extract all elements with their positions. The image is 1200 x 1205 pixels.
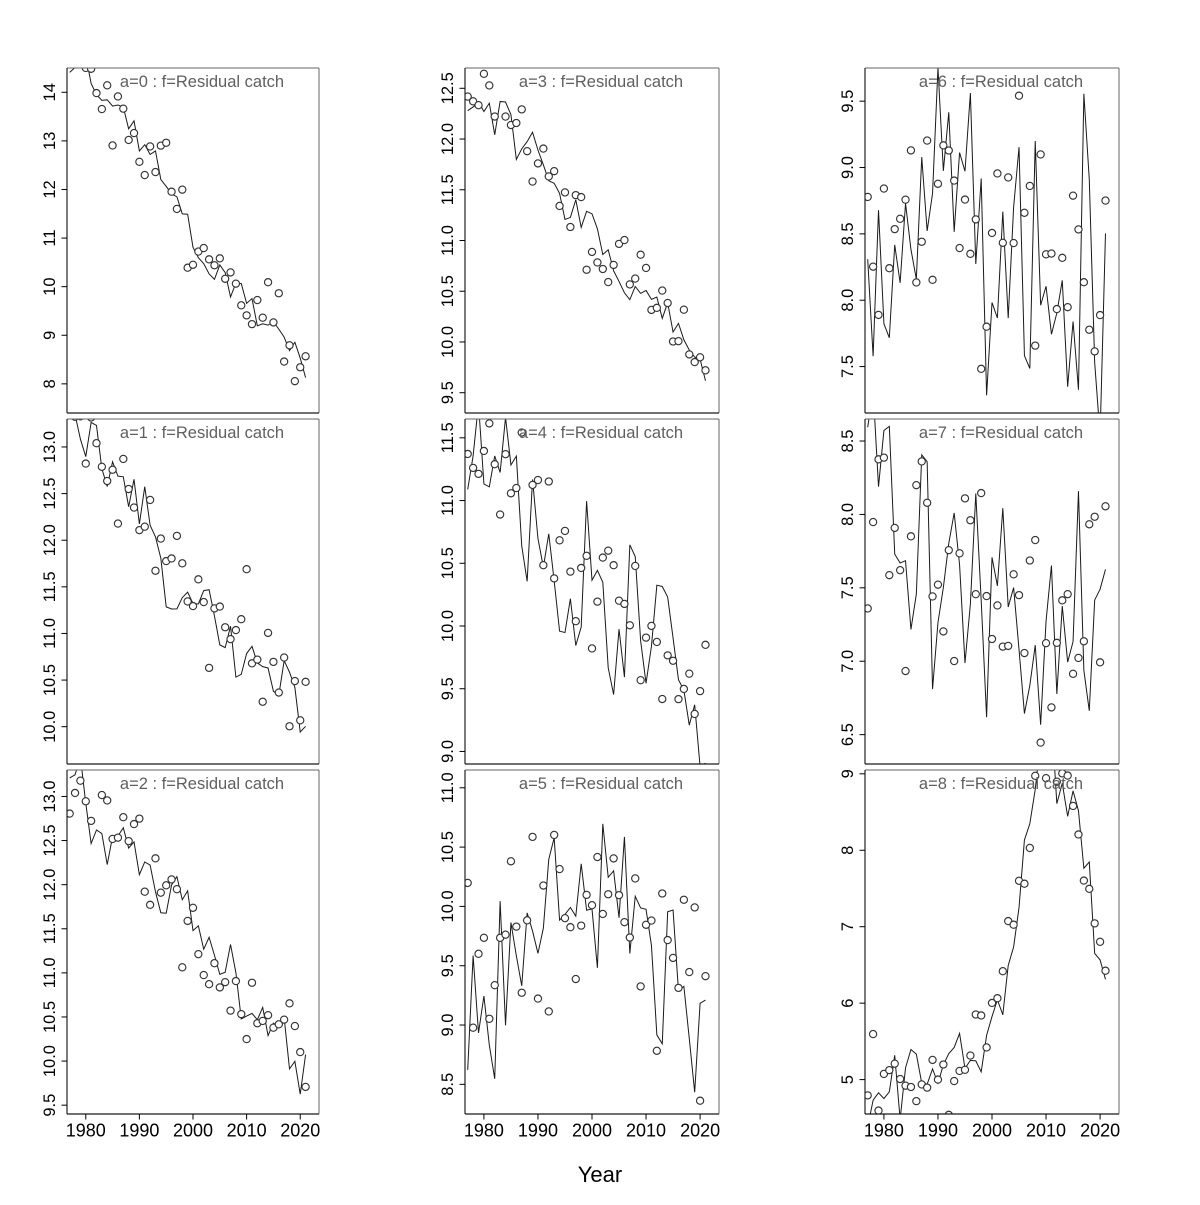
svg-text:7.5: 7.5: [839, 576, 857, 599]
svg-text:10.0: 10.0: [439, 610, 457, 642]
svg-text:a=7 : f=Residual catch: a=7 : f=Residual catch: [919, 424, 1083, 442]
svg-text:a=4 : f=Residual catch: a=4 : f=Residual catch: [519, 424, 683, 442]
svg-text:7: 7: [839, 922, 857, 931]
svg-text:13.0: 13.0: [41, 431, 59, 463]
svg-text:8: 8: [41, 379, 59, 388]
svg-text:10: 10: [41, 277, 59, 295]
svg-text:a=3 : f=Residual catch: a=3 : f=Residual catch: [519, 73, 683, 91]
svg-text:2010: 2010: [626, 1121, 666, 1141]
svg-text:2010: 2010: [1026, 1121, 1066, 1141]
svg-text:10.0: 10.0: [41, 1045, 59, 1077]
svg-text:7.5: 7.5: [839, 355, 857, 378]
svg-text:10.5: 10.5: [439, 275, 457, 307]
svg-text:2000: 2000: [972, 1121, 1012, 1141]
svg-text:6.5: 6.5: [839, 723, 857, 746]
svg-text:a=6 : f=Residual catch: a=6 : f=Residual catch: [919, 73, 1083, 91]
svg-text:9.5: 9.5: [439, 381, 457, 404]
svg-text:8.5: 8.5: [439, 1073, 457, 1096]
svg-text:10.5: 10.5: [41, 1001, 59, 1033]
svg-text:a=5 : f=Residual catch: a=5 : f=Residual catch: [519, 775, 683, 793]
svg-text:9: 9: [41, 331, 59, 340]
svg-text:6: 6: [839, 999, 857, 1008]
svg-text:10.5: 10.5: [439, 547, 457, 579]
svg-text:2020: 2020: [280, 1121, 320, 1141]
svg-text:10.0: 10.0: [439, 890, 457, 922]
svg-text:9.0: 9.0: [439, 1014, 457, 1037]
svg-text:11.0: 11.0: [439, 225, 457, 256]
svg-text:8: 8: [839, 846, 857, 855]
svg-text:11: 11: [41, 229, 59, 246]
svg-text:12: 12: [41, 180, 59, 198]
svg-text:a=0 : f=Residual catch: a=0 : f=Residual catch: [120, 73, 284, 91]
svg-text:1990: 1990: [119, 1121, 159, 1141]
svg-text:11.0: 11.0: [439, 485, 457, 516]
svg-text:7.0: 7.0: [839, 650, 857, 673]
svg-text:11.0: 11.0: [439, 772, 457, 803]
svg-text:12.5: 12.5: [439, 72, 457, 104]
svg-text:12.0: 12.0: [41, 869, 59, 901]
svg-text:9.5: 9.5: [41, 1094, 59, 1117]
svg-text:1980: 1980: [66, 1121, 106, 1141]
svg-text:9.5: 9.5: [439, 677, 457, 700]
svg-text:2020: 2020: [680, 1121, 720, 1141]
svg-text:1980: 1980: [864, 1121, 904, 1141]
svg-text:9.0: 9.0: [439, 740, 457, 763]
svg-text:a=2 : f=Residual catch: a=2 : f=Residual catch: [120, 775, 284, 793]
svg-text:12.0: 12.0: [41, 524, 59, 556]
svg-text:8.0: 8.0: [839, 289, 857, 312]
svg-text:10.5: 10.5: [439, 831, 457, 863]
svg-text:9.5: 9.5: [839, 90, 857, 113]
svg-text:10.5: 10.5: [41, 664, 59, 696]
svg-text:11.5: 11.5: [439, 174, 457, 205]
svg-text:a=8 : f=Residual catch: a=8 : f=Residual catch: [919, 775, 1083, 793]
svg-text:8.5: 8.5: [839, 430, 857, 453]
svg-text:12.5: 12.5: [41, 478, 59, 510]
svg-text:13: 13: [41, 132, 59, 150]
svg-text:2000: 2000: [173, 1121, 213, 1141]
svg-text:11.5: 11.5: [439, 422, 457, 453]
svg-text:5: 5: [839, 1075, 857, 1084]
svg-text:12.5: 12.5: [41, 824, 59, 856]
svg-text:2020: 2020: [1080, 1121, 1120, 1141]
svg-text:8.0: 8.0: [839, 503, 857, 526]
svg-text:10.0: 10.0: [439, 326, 457, 358]
svg-text:1980: 1980: [464, 1121, 504, 1141]
svg-text:11.5: 11.5: [41, 913, 59, 944]
svg-text:2000: 2000: [572, 1121, 612, 1141]
svg-text:9: 9: [839, 769, 857, 778]
svg-text:9.5: 9.5: [439, 954, 457, 977]
svg-text:Year: Year: [578, 1162, 622, 1187]
svg-text:14: 14: [41, 83, 59, 101]
svg-text:13.0: 13.0: [41, 780, 59, 812]
svg-text:a=1 : f=Residual catch: a=1 : f=Residual catch: [120, 424, 284, 442]
svg-text:1990: 1990: [918, 1121, 958, 1141]
svg-text:1990: 1990: [518, 1121, 558, 1141]
svg-text:11.0: 11.0: [41, 957, 59, 988]
svg-text:10.0: 10.0: [41, 711, 59, 743]
svg-text:8.5: 8.5: [839, 222, 857, 245]
svg-text:9.0: 9.0: [839, 156, 857, 179]
svg-text:2010: 2010: [227, 1121, 267, 1141]
svg-text:11.0: 11.0: [41, 618, 59, 649]
svg-text:12.0: 12.0: [439, 123, 457, 155]
svg-text:11.5: 11.5: [41, 571, 59, 602]
